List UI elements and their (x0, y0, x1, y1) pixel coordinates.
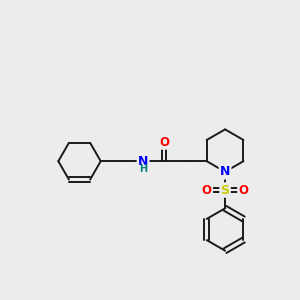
Text: O: O (202, 184, 212, 196)
Text: O: O (159, 136, 169, 148)
Text: N: N (220, 165, 230, 178)
Text: O: O (238, 184, 248, 196)
Text: N: N (138, 155, 148, 168)
Text: H: H (139, 164, 147, 174)
Text: S: S (220, 184, 230, 196)
